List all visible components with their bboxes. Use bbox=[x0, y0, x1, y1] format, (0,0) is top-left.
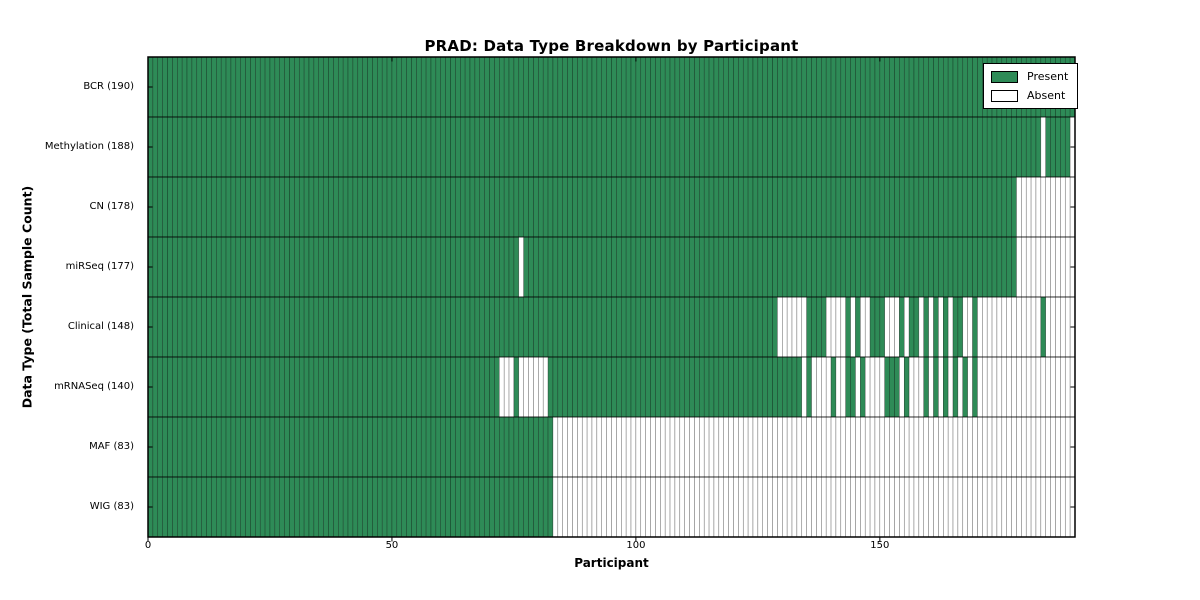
y-tick-label-mRNASeq: mRNASeq (140) bbox=[54, 381, 134, 392]
legend-present-swatch bbox=[991, 70, 1018, 83]
legend-present-label: Present bbox=[1027, 70, 1069, 83]
grid-row-MAF bbox=[147, 416, 1076, 478]
grid-row-WIG bbox=[147, 476, 1076, 538]
grid-row-BCR bbox=[147, 56, 1076, 118]
grid-row-CN bbox=[147, 176, 1076, 238]
grid-row-Clinical bbox=[147, 296, 1076, 358]
legend-absent-item: Absent bbox=[991, 88, 1068, 103]
y-tick-label-MAF: MAF (83) bbox=[89, 441, 134, 452]
x-tick-label-50: 50 bbox=[385, 540, 399, 551]
legend: Present Absent bbox=[983, 63, 1079, 109]
grid-row-miRSeq bbox=[147, 236, 1076, 298]
y-tick-label-miRSeq: miRSeq (177) bbox=[65, 261, 134, 272]
legend-absent-swatch bbox=[991, 89, 1018, 102]
legend-present-item: Present bbox=[991, 69, 1068, 84]
y-tick-label-Clinical: Clinical (148) bbox=[67, 321, 134, 332]
x-axis-title: Participant bbox=[574, 556, 649, 570]
x-tick-label-0: 0 bbox=[144, 540, 152, 551]
legend-absent-label: Absent bbox=[1027, 89, 1066, 102]
plot-border bbox=[147, 56, 1076, 538]
y-tick-label-WIG: WIG (83) bbox=[89, 501, 134, 512]
y-axis-title: Data Type (Total Sample Count) bbox=[19, 185, 35, 409]
y-tick-label-CN: CN (178) bbox=[89, 201, 134, 212]
presence-grid bbox=[147, 56, 1076, 542]
y-tick-label-BCR: BCR (190) bbox=[83, 81, 134, 92]
y-tick-label-Methylation: Methylation (188) bbox=[44, 141, 134, 152]
y-tick-labels: BCR (190) Methylation (188) CN (178) miRSeq… bbox=[0, 57, 141, 537]
x-tick-label-100: 100 bbox=[626, 540, 646, 551]
grid-row-mRNASeq bbox=[147, 356, 1076, 418]
plot-area bbox=[147, 56, 1076, 542]
chart-title: PRAD: Data Type Breakdown by Participant bbox=[424, 37, 799, 55]
grid-row-Methylation bbox=[147, 116, 1076, 178]
x-tick-labels: 0 50 100 150 bbox=[0, 540, 1200, 554]
x-tick-label-150: 150 bbox=[870, 540, 890, 551]
